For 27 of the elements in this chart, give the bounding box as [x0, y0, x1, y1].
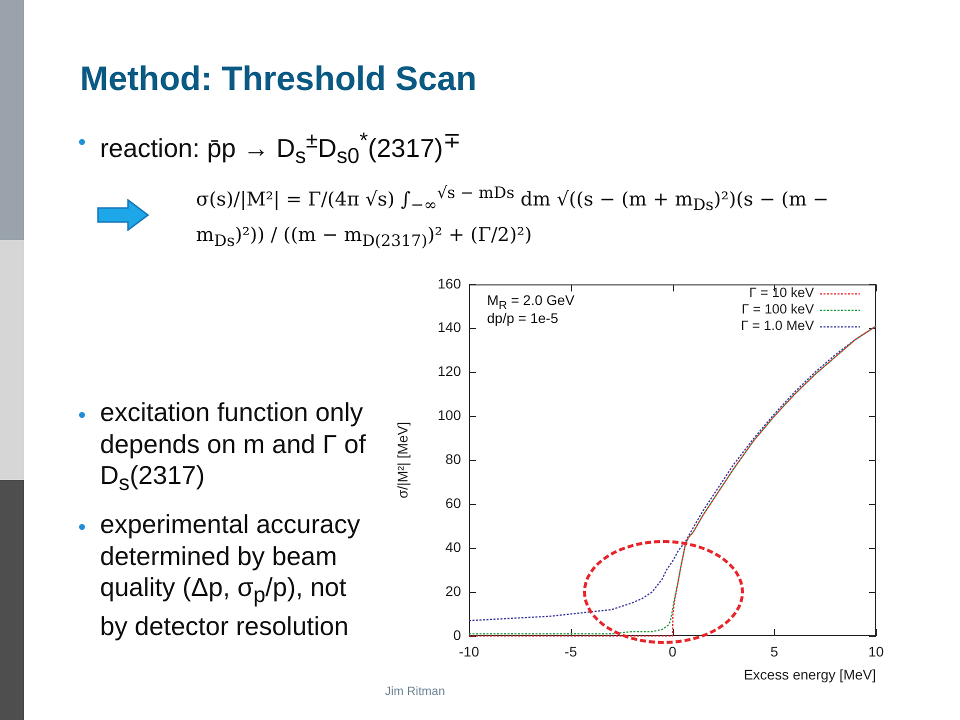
y-tick-label: 80: [445, 451, 462, 468]
x-tick-label: 5: [770, 643, 778, 660]
text: excitation function only depends on m and Γ of D$_{s}$(2317): [100, 397, 366, 496]
text: experimental accuracy determined by beam quality (Δp, σ$_{p}$/p), not by detector resolution: [100, 509, 360, 641]
x-tick-label: 10: [868, 643, 884, 660]
y-tick-label: 40: [445, 538, 462, 555]
x-tick-label: -5: [564, 643, 578, 660]
y-tick-label: 20: [445, 582, 462, 599]
y-tick-label: 140: [438, 319, 462, 336]
y-tick-label: 160: [438, 275, 462, 292]
y-tick-label: 120: [438, 363, 462, 380]
x-axis-title: Excess energy [MeV]: [744, 666, 876, 682]
text: σ(s)/|M²| = Γ/(4π √s) ∫$_{−∞}$$^{√s − mDs}$ dm √((s − (m + m$_{Ds}$)²)(s − (m − m$_{Ds}$)²)) / ((m − m$_{D(2317)}$)² + (Γ/2)²): [196, 183, 829, 250]
legend-label: Γ = 1.0 MeV: [740, 318, 814, 334]
annotation: dp/p = 1e-5: [487, 310, 558, 326]
y-tick-label: 0: [453, 626, 462, 643]
x-tick-label: 0: [668, 643, 677, 660]
y-tick-label: 100: [438, 407, 462, 424]
text: reaction: p̄p → D$_{s}$$^{±}$D$_{s0}$$^{*}$(2317)$^{∓}$: [100, 127, 462, 168]
text: Jim Ritman: [385, 684, 446, 698]
x-tick-label: -10: [458, 643, 480, 660]
y-tick-label: 60: [445, 495, 462, 512]
y-axis-title: σ/|M²| [MeV]: [394, 422, 410, 498]
chart-title: Method: Threshold Scan: [80, 60, 477, 99]
annotation: M$_{R}$ = 2.0 GeV: [487, 292, 574, 312]
legend-label: Γ = 10 keV: [749, 285, 814, 300]
legend-label: Γ = 100 keV: [742, 302, 814, 317]
